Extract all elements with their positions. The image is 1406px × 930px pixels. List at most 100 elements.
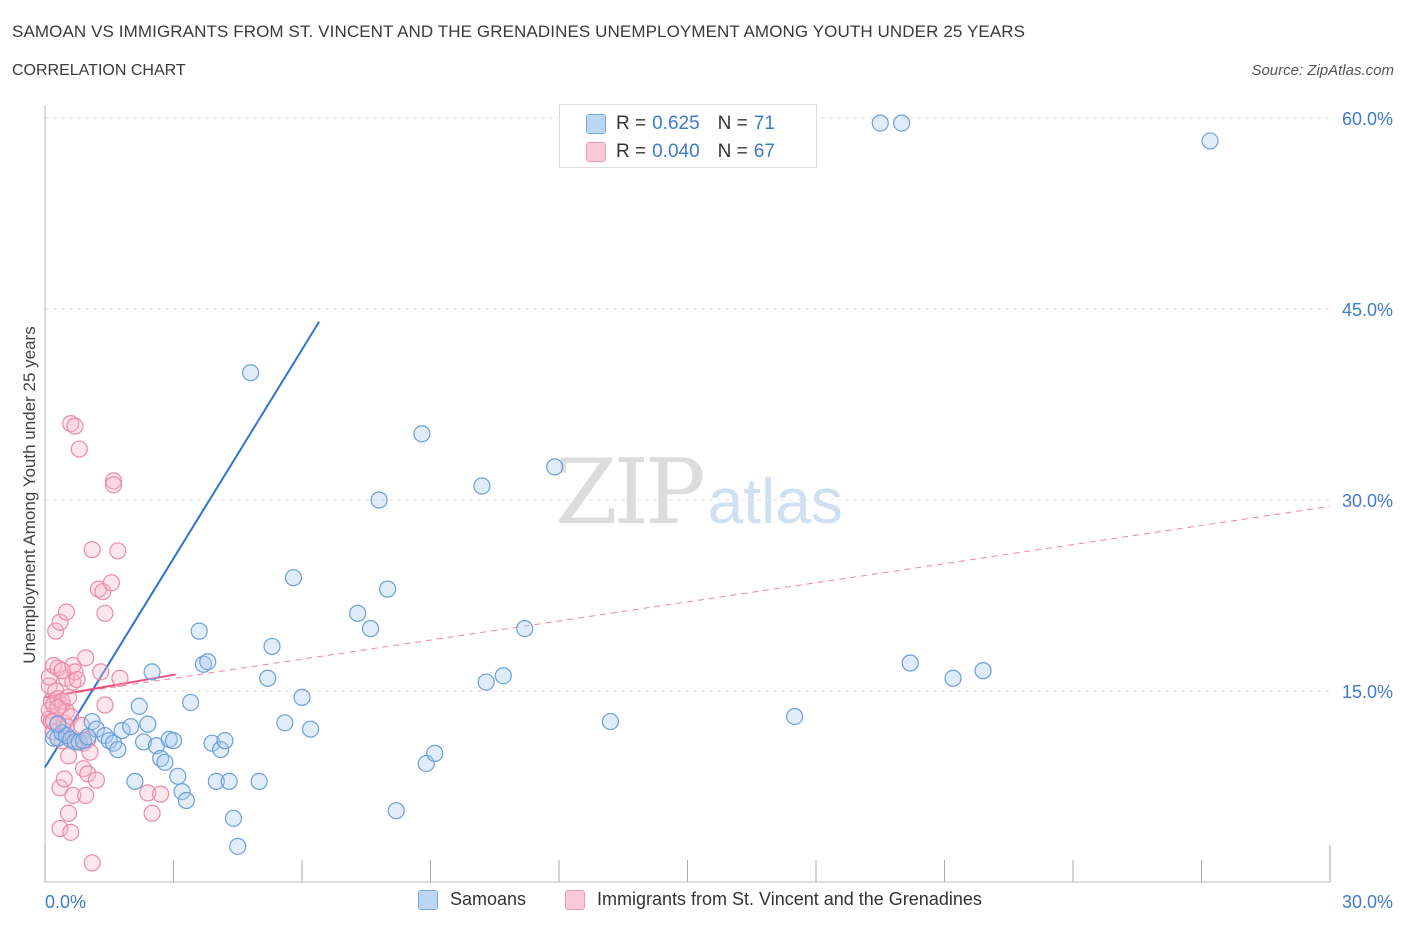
legend-n-value: 71 xyxy=(753,113,775,134)
point-samoans xyxy=(229,837,247,855)
point-samoans xyxy=(122,718,140,736)
bottom-legend-label-samoans: Samoans xyxy=(450,889,527,909)
point-samoans xyxy=(169,767,187,785)
point-samoans xyxy=(109,740,127,759)
point-immigrants xyxy=(59,747,78,765)
point-samoans xyxy=(143,663,161,681)
legend-n-value: 67 xyxy=(753,141,775,162)
point-immigrants xyxy=(83,541,101,559)
point-samoans xyxy=(113,721,131,740)
point-samoans xyxy=(871,114,889,132)
point-samoans xyxy=(203,734,221,752)
point-samoans xyxy=(276,714,294,732)
point-samoans xyxy=(156,753,174,771)
point-samoans xyxy=(387,802,405,820)
point-immigrants xyxy=(96,604,114,622)
point-samoans xyxy=(349,604,367,622)
point-samoans xyxy=(426,744,444,762)
point-samoans xyxy=(79,728,97,746)
point-samoans xyxy=(901,654,919,672)
point-samoans xyxy=(477,673,495,691)
chart-subtitle: CORRELATION CHART xyxy=(12,62,186,79)
point-immigrants xyxy=(57,603,76,621)
x-tick-label: 0.0% xyxy=(45,892,86,912)
bottom-legend-swatch-samoans xyxy=(418,889,438,910)
point-samoans xyxy=(207,772,225,791)
point-immigrants xyxy=(102,574,120,592)
point-samoans xyxy=(361,620,380,638)
bottom-legend-swatch-immigrants xyxy=(565,889,585,910)
point-samoans xyxy=(259,669,277,687)
point-immigrants xyxy=(51,819,69,838)
point-samoans xyxy=(177,791,195,810)
point-immigrants xyxy=(77,649,95,667)
point-samoans xyxy=(293,688,311,706)
point-immigrants xyxy=(96,696,114,714)
point-samoans xyxy=(601,712,620,731)
point-immigrants xyxy=(70,440,88,458)
point-samoans xyxy=(66,733,84,751)
point-immigrants xyxy=(77,786,95,805)
point-samoans xyxy=(370,491,388,509)
point-immigrants xyxy=(139,784,157,802)
point-immigrants xyxy=(64,786,82,805)
point-immigrants xyxy=(51,613,69,631)
point-immigrants xyxy=(109,542,127,560)
point-immigrants xyxy=(51,779,69,797)
point-samoans xyxy=(1201,132,1219,150)
trendline-samoans xyxy=(44,321,320,768)
point-samoans xyxy=(516,620,534,638)
point-samoans xyxy=(546,458,564,476)
point-immigrants xyxy=(152,785,170,803)
point-samoans xyxy=(284,569,303,587)
trendline-layer xyxy=(44,321,1331,768)
point-samoans xyxy=(190,622,208,640)
point-samoans xyxy=(893,114,911,132)
point-samoans xyxy=(224,809,243,827)
point-samoans xyxy=(182,693,200,712)
point-samoans xyxy=(242,364,260,382)
y-axis-label: Unemployment Among Youth under 25 years xyxy=(20,326,39,664)
point-samoans xyxy=(212,740,230,759)
point-samoans xyxy=(134,733,153,751)
point-immigrants xyxy=(79,765,97,783)
point-samoans xyxy=(250,772,268,791)
point-samoans xyxy=(473,477,491,495)
point-samoans xyxy=(49,715,67,733)
legend-swatch-immigrants xyxy=(586,142,606,162)
points-layer xyxy=(40,114,1219,872)
y-tick-label: 45.0% xyxy=(1342,300,1393,320)
point-samoans xyxy=(164,732,183,750)
point-immigrants xyxy=(92,663,110,681)
point-immigrants xyxy=(104,472,123,490)
bottom-legend-samoans: Samoans xyxy=(418,889,526,910)
point-immigrants xyxy=(66,417,84,435)
point-immigrants xyxy=(143,804,161,822)
point-immigrants xyxy=(53,662,71,680)
point-immigrants xyxy=(55,770,73,788)
axis-layer xyxy=(44,105,1331,883)
point-samoans xyxy=(785,707,804,726)
point-samoans xyxy=(199,653,217,671)
point-samoans xyxy=(974,662,992,680)
source-label: Source: ZipAtlas.com xyxy=(1251,62,1394,79)
correlation-legend: R = 0.625 N = 71 R = 0.040 N = 67 xyxy=(559,104,817,168)
trendline-immigrants-dashed xyxy=(44,505,1331,698)
point-samoans xyxy=(139,715,157,733)
legend-r-value: 0.625 xyxy=(652,113,700,134)
legend-r-label: R = xyxy=(616,141,647,162)
point-immigrants xyxy=(94,583,112,601)
point-immigrants xyxy=(111,669,129,687)
point-immigrants xyxy=(87,771,106,789)
point-immigrants xyxy=(104,476,123,494)
point-samoans xyxy=(173,782,191,801)
point-samoans xyxy=(944,669,962,687)
point-samoans xyxy=(126,772,144,791)
tick-label-layer: 15.0% 30.0% 45.0% 60.0% 0.0% 30.0% xyxy=(45,109,1393,912)
legend-swatch-samoans xyxy=(586,114,606,134)
legend-row-immigrants: R = 0.040 N = 67 xyxy=(586,140,793,164)
point-samoans xyxy=(44,729,63,747)
point-immigrants xyxy=(68,670,86,689)
y-tick-label: 15.0% xyxy=(1342,682,1393,702)
legend-r-label: R = xyxy=(616,113,647,134)
